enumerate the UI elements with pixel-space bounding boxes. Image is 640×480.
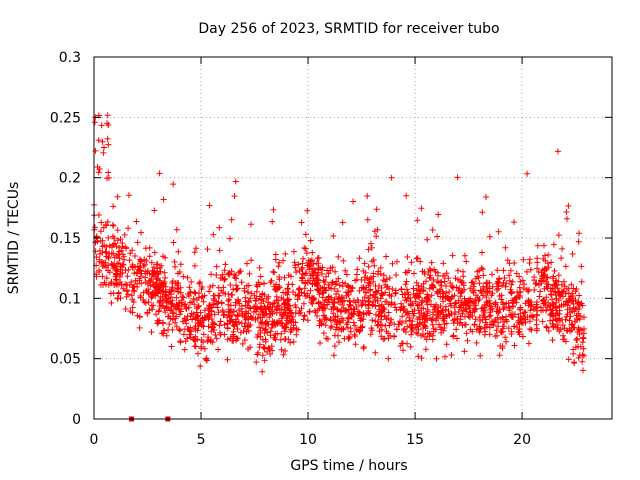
grid xyxy=(94,57,612,419)
x-tick-label: 15 xyxy=(406,432,424,448)
srmtid-points xyxy=(91,112,587,375)
x-tick-label: 5 xyxy=(197,432,206,448)
axis-ticks xyxy=(93,56,612,420)
x-tick-label: 10 xyxy=(299,432,317,448)
x-tick-labels: 0 5 10 15 20 xyxy=(90,432,531,448)
chart-title: Day 256 of 2023, SRMTID for receiver tub… xyxy=(198,21,499,37)
y-tick-labels: 0 0.05 0.1 0.15 0.2 0.25 0.3 xyxy=(50,50,81,428)
y-axis-label: SRMTID / TECUs xyxy=(6,182,22,295)
x-tick-label: 0 xyxy=(90,432,99,448)
y-tick-label: 0.05 xyxy=(50,352,81,368)
x-axis-label: GPS time / hours xyxy=(290,458,407,474)
y-tick-label: 0.15 xyxy=(50,231,81,247)
y-tick-label: 0 xyxy=(72,412,81,428)
data-points xyxy=(91,112,587,375)
x-tick-label: 20 xyxy=(513,432,531,448)
y-tick-label: 0.3 xyxy=(59,50,81,66)
y-tick-label: 0.2 xyxy=(59,171,81,187)
y-tick-label: 0.1 xyxy=(59,291,81,307)
y-tick-label: 0.25 xyxy=(50,110,81,126)
